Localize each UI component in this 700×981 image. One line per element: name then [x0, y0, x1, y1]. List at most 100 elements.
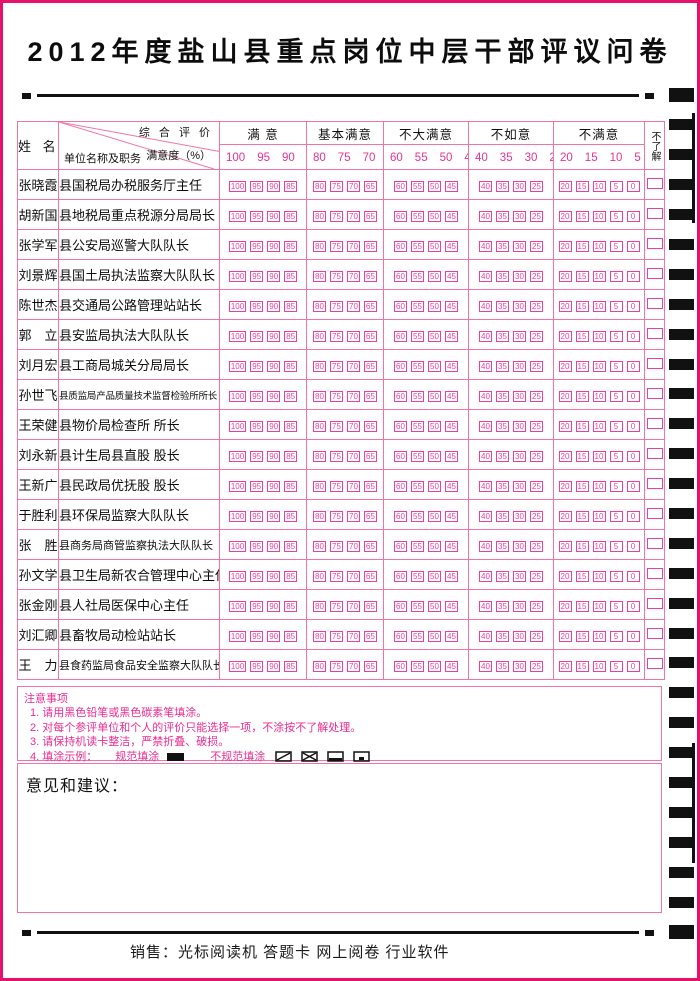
bubble-65[interactable]: 65	[364, 390, 377, 402]
bubble-55[interactable]: 55	[411, 270, 424, 282]
bubble-45[interactable]: 45	[445, 390, 458, 402]
bubble-5[interactable]: 5	[609, 390, 623, 402]
bubble-10[interactable]: 10	[592, 180, 606, 192]
bubble-5[interactable]: 5	[609, 240, 623, 252]
bubble-35[interactable]: 35	[496, 570, 509, 582]
bubble-80[interactable]: 80	[313, 330, 326, 342]
bubble-20[interactable]: 20	[558, 420, 572, 432]
bubble-95[interactable]: 95	[250, 450, 264, 462]
bubble-75[interactable]: 75	[330, 210, 343, 222]
bubble-40[interactable]: 40	[479, 360, 492, 372]
bubble-10[interactable]: 10	[592, 270, 606, 282]
bubble-50[interactable]: 50	[428, 450, 441, 462]
bubble-30[interactable]: 30	[513, 600, 526, 612]
bubble-10[interactable]: 10	[592, 480, 606, 492]
bubble-0[interactable]: 0	[626, 480, 640, 492]
bubble-40[interactable]: 40	[479, 180, 492, 192]
bubble-90[interactable]: 90	[267, 270, 281, 282]
bubble-15[interactable]: 15	[575, 210, 589, 222]
bubble-25[interactable]: 25	[530, 660, 543, 672]
bubble-55[interactable]: 55	[411, 480, 424, 492]
bubble-70[interactable]: 70	[347, 240, 360, 252]
bubble-40[interactable]: 40	[479, 510, 492, 522]
bubble-100[interactable]: 100	[228, 450, 247, 462]
bubble-50[interactable]: 50	[428, 600, 441, 612]
bubble-80[interactable]: 80	[313, 630, 326, 642]
bubble-unknown[interactable]	[646, 597, 663, 609]
bubble-25[interactable]: 25	[530, 480, 543, 492]
bubble-35[interactable]: 35	[496, 600, 509, 612]
bubble-20[interactable]: 20	[558, 300, 572, 312]
bubble-60[interactable]: 60	[394, 300, 407, 312]
bubble-20[interactable]: 20	[558, 510, 572, 522]
bubble-5[interactable]: 5	[609, 420, 623, 432]
bubble-85[interactable]: 85	[284, 660, 298, 672]
bubble-90[interactable]: 90	[267, 330, 281, 342]
bubble-40[interactable]: 40	[479, 450, 492, 462]
bubble-10[interactable]: 10	[592, 420, 606, 432]
bubble-70[interactable]: 70	[347, 390, 360, 402]
bubble-40[interactable]: 40	[479, 210, 492, 222]
bubble-80[interactable]: 80	[313, 360, 326, 372]
bubble-10[interactable]: 10	[592, 630, 606, 642]
bubble-15[interactable]: 15	[575, 420, 589, 432]
bubble-0[interactable]: 0	[626, 390, 640, 402]
bubble-45[interactable]: 45	[445, 660, 458, 672]
bubble-75[interactable]: 75	[330, 600, 343, 612]
bubble-30[interactable]: 30	[513, 660, 526, 672]
bubble-15[interactable]: 15	[575, 570, 589, 582]
bubble-10[interactable]: 10	[592, 360, 606, 372]
bubble-60[interactable]: 60	[394, 510, 407, 522]
bubble-90[interactable]: 90	[267, 210, 281, 222]
bubble-5[interactable]: 5	[609, 330, 623, 342]
bubble-85[interactable]: 85	[284, 270, 298, 282]
bubble-30[interactable]: 30	[513, 570, 526, 582]
bubble-0[interactable]: 0	[626, 660, 640, 672]
bubble-5[interactable]: 5	[609, 180, 623, 192]
bubble-80[interactable]: 80	[313, 570, 326, 582]
bubble-100[interactable]: 100	[228, 600, 247, 612]
bubble-15[interactable]: 15	[575, 450, 589, 462]
bubble-15[interactable]: 15	[575, 270, 589, 282]
bubble-90[interactable]: 90	[267, 630, 281, 642]
bubble-85[interactable]: 85	[284, 630, 298, 642]
bubble-75[interactable]: 75	[330, 630, 343, 642]
bubble-85[interactable]: 85	[284, 180, 298, 192]
bubble-0[interactable]: 0	[626, 450, 640, 462]
bubble-75[interactable]: 75	[330, 390, 343, 402]
bubble-85[interactable]: 85	[284, 450, 298, 462]
bubble-20[interactable]: 20	[558, 330, 572, 342]
bubble-15[interactable]: 15	[575, 600, 589, 612]
bubble-30[interactable]: 30	[513, 450, 526, 462]
bubble-70[interactable]: 70	[347, 300, 360, 312]
bubble-85[interactable]: 85	[284, 540, 298, 552]
bubble-100[interactable]: 100	[228, 390, 247, 402]
bubble-90[interactable]: 90	[267, 240, 281, 252]
bubble-45[interactable]: 45	[445, 510, 458, 522]
bubble-55[interactable]: 55	[411, 540, 424, 552]
bubble-90[interactable]: 90	[267, 300, 281, 312]
bubble-60[interactable]: 60	[394, 450, 407, 462]
bubble-80[interactable]: 80	[313, 180, 326, 192]
bubble-90[interactable]: 90	[267, 180, 281, 192]
bubble-60[interactable]: 60	[394, 330, 407, 342]
bubble-35[interactable]: 35	[496, 240, 509, 252]
bubble-65[interactable]: 65	[364, 270, 377, 282]
bubble-15[interactable]: 15	[575, 240, 589, 252]
bubble-35[interactable]: 35	[496, 360, 509, 372]
bubble-35[interactable]: 35	[496, 540, 509, 552]
bubble-20[interactable]: 20	[558, 480, 572, 492]
bubble-95[interactable]: 95	[250, 390, 264, 402]
bubble-25[interactable]: 25	[530, 270, 543, 282]
bubble-65[interactable]: 65	[364, 450, 377, 462]
bubble-55[interactable]: 55	[411, 360, 424, 372]
bubble-5[interactable]: 5	[609, 210, 623, 222]
bubble-50[interactable]: 50	[428, 510, 441, 522]
bubble-0[interactable]: 0	[626, 270, 640, 282]
bubble-unknown[interactable]	[646, 567, 663, 579]
bubble-50[interactable]: 50	[428, 360, 441, 372]
bubble-5[interactable]: 5	[609, 570, 623, 582]
bubble-35[interactable]: 35	[496, 390, 509, 402]
bubble-30[interactable]: 30	[513, 240, 526, 252]
bubble-50[interactable]: 50	[428, 630, 441, 642]
